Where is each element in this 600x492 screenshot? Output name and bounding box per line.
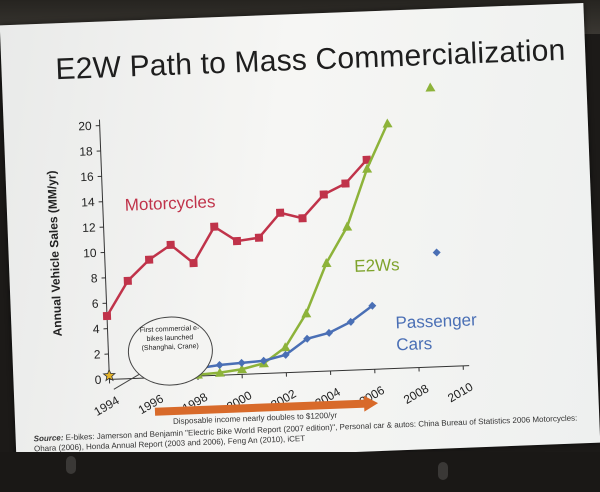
e2ws-line (197, 122, 389, 377)
y-tick-label: 4 (93, 322, 101, 336)
y-tick-label: 6 (92, 297, 100, 311)
cars-label-line1: Passenger (395, 310, 477, 332)
motorcycles-point (232, 236, 242, 246)
y-axis-label: Annual Vehicle Sales (MM/yr) (44, 170, 64, 336)
motorcycles-point (210, 222, 219, 231)
motorcycles-point (123, 276, 132, 286)
passenger-cars-point (325, 328, 334, 337)
income-arrow (154, 395, 379, 416)
passenger-cars-outlier-point (432, 248, 441, 257)
y-tick-label: 12 (82, 220, 96, 235)
y-tick-label: 18 (79, 144, 93, 159)
passenger-cars-point (281, 350, 290, 359)
y-tick-label: 20 (78, 119, 92, 134)
income-arrow-shaft (154, 399, 367, 416)
y-tick-label: 8 (91, 271, 99, 285)
motorcycles-point (276, 208, 285, 217)
passenger-cars-point (215, 361, 224, 370)
passenger-cars-point (368, 301, 377, 310)
motorcycles-point (166, 240, 175, 250)
motorcycles-point (341, 179, 350, 188)
y-tick-label: 2 (94, 347, 102, 361)
floor (0, 452, 600, 492)
passenger-cars-point (259, 356, 268, 365)
microphone-right (438, 462, 448, 480)
e2ws-label: E2Ws (354, 255, 400, 276)
y-axis-line (98, 119, 110, 380)
launch-star-marker (102, 368, 116, 382)
passenger-cars-point (237, 358, 246, 367)
passenger-cars-point (303, 334, 312, 343)
cars-label-line2: Cars (396, 334, 433, 354)
callout-text: First commercial e-bikes launched (Shang… (139, 324, 200, 353)
e2ws-point (280, 342, 291, 352)
e2ws-outlier-point (425, 82, 436, 92)
motorcycles-point (189, 258, 198, 268)
motorcycles-point (298, 214, 307, 223)
motorcycles-point (254, 233, 264, 242)
e2ws-point (342, 221, 353, 231)
microphone-left (66, 456, 76, 474)
e2ws-point (362, 163, 373, 173)
x-tick-label: 2010 (445, 380, 475, 406)
x-tick-label: 2008 (401, 381, 431, 407)
e2ws-point (237, 364, 248, 374)
motorcycles-point (144, 255, 154, 264)
e2ws-point (301, 308, 312, 318)
y-tick-label: 14 (81, 195, 95, 210)
motorcycles-label: Motorcycles (124, 192, 215, 214)
y-tick-label: 0 (94, 373, 102, 387)
source-label: Source: (33, 433, 64, 444)
y-tick-label: 10 (83, 246, 97, 261)
x-tick-label: 1994 (92, 393, 122, 419)
motorcycles-point (102, 311, 112, 321)
y-tick-label: 16 (80, 170, 94, 185)
e2ws-point (215, 367, 226, 377)
income-arrow-head (363, 395, 379, 412)
e2ws-point (321, 258, 332, 268)
motorcycles-point (319, 190, 328, 199)
passenger-cars-point (346, 317, 355, 326)
launch-callout: First commercial e-bikes launched (Shang… (113, 316, 213, 390)
e2ws-point (382, 118, 393, 128)
